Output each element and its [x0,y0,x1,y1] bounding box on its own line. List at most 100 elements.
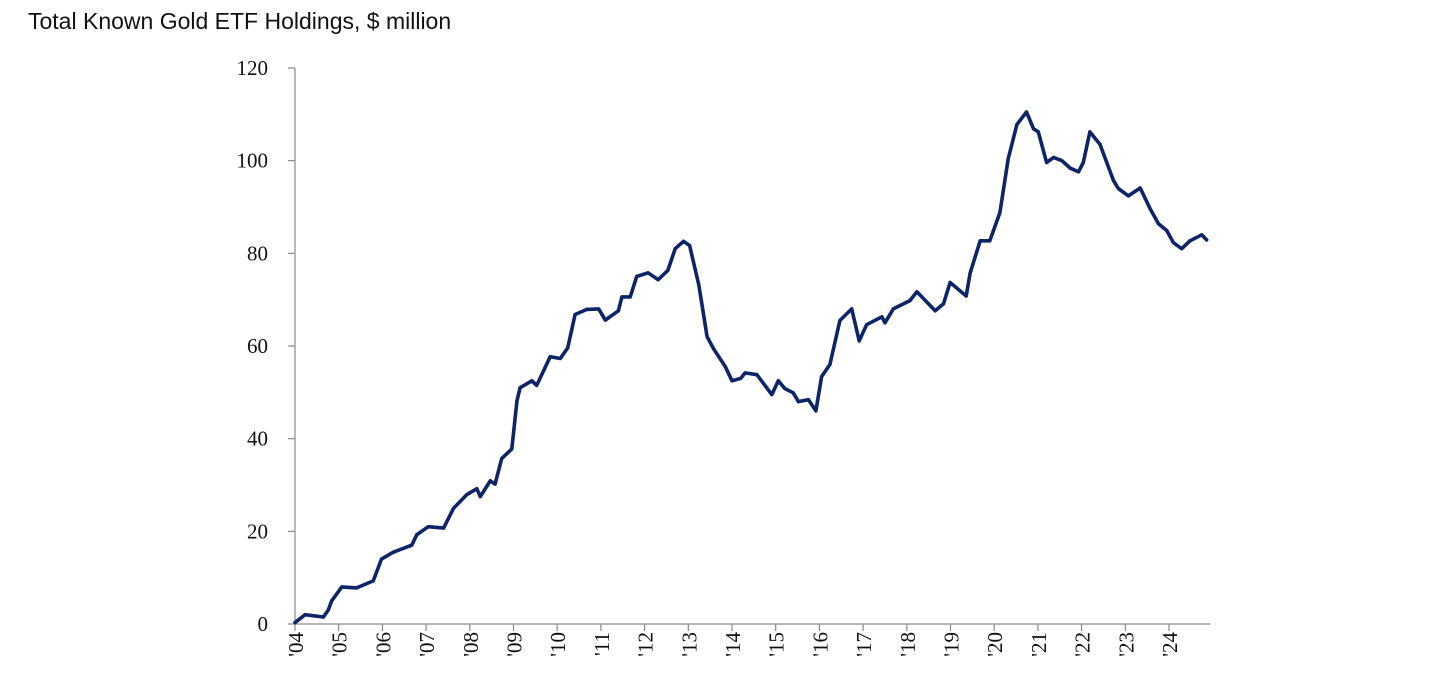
data-point [1060,159,1064,163]
data-point [1031,127,1036,131]
x-tick-label: '17 [852,632,876,657]
data-point [535,383,539,387]
data-point [814,409,818,413]
data-point [493,482,497,486]
data-point [978,239,982,243]
data-point [371,579,375,583]
data-point [452,506,456,510]
data-point [410,543,414,547]
data-point [391,550,395,554]
data-point [530,379,534,383]
data-point [465,493,469,497]
data-point [475,487,479,491]
data-point [948,280,952,285]
x-tick-label: '09 [503,632,527,657]
data-point [585,307,589,311]
x-tick-label: '16 [808,632,832,657]
data-point [783,387,787,391]
data-point [891,307,895,311]
x-tick-label: '05 [328,632,352,657]
data-point [998,210,1002,215]
data-point [933,309,937,313]
data-point [850,307,854,311]
data-point [697,283,701,287]
data-point [510,447,514,451]
x-tick-label: '14 [721,632,745,657]
data-point [1116,186,1120,191]
data-point [791,391,795,395]
data-point [500,456,504,461]
x-tick-label: '12 [634,632,658,657]
data-point [883,321,887,325]
data-point [1006,157,1010,161]
data-point [1126,194,1130,198]
holdings-line [293,110,1209,625]
data-point [355,586,359,590]
data-point [1015,122,1019,127]
x-tick-label: '21 [1027,632,1051,657]
data-point [1076,170,1081,174]
data-point [857,339,861,343]
data-point [964,294,968,298]
data-point [1111,178,1116,183]
data-point [635,274,639,279]
data-point [770,393,774,397]
chart-title: Total Known Gold ETF Holdings, $ million [28,8,452,34]
data-point [616,309,620,313]
x-tick-label: '08 [459,632,483,657]
x-tick-label: '10 [546,632,570,657]
data-point [441,526,446,530]
data-point [1024,110,1029,114]
data-point [819,374,824,379]
y-tick-label: 0 [258,612,269,636]
x-tick-label: '23 [1114,632,1138,657]
data-point [828,362,832,367]
data-point [646,271,650,275]
data-point [1204,238,1209,242]
y-tick-label: 40 [247,427,268,451]
data-point [566,346,570,350]
data-point [488,479,492,483]
data-point [705,335,709,339]
x-tick-label: '22 [1071,632,1095,657]
y-tick-label: 100 [237,149,269,173]
data-point [1171,241,1175,245]
data-point [988,239,992,243]
data-point [656,278,660,282]
data-point [303,613,307,617]
data-point [688,243,692,248]
x-tick-label: '20 [983,632,1007,657]
y-tick-label: 120 [237,56,269,80]
data-point [755,373,759,377]
data-point [1188,239,1192,243]
data-point [1200,233,1204,237]
data-point [426,525,430,529]
data-point [1165,229,1169,233]
data-point [730,379,734,383]
y-tick-label: 60 [247,334,268,358]
data-point [573,312,577,317]
data-point [321,615,326,619]
data-point [1148,207,1152,211]
data-point [1081,160,1085,165]
data-point [968,271,972,275]
data-point [293,621,297,625]
data-point [603,318,607,322]
x-tick-label: '11 [590,632,614,656]
data-point [941,302,946,306]
data-point [548,355,552,359]
x-tick-label: '24 [1158,632,1182,657]
x-tick-label: '18 [896,632,920,657]
data-point [326,608,330,612]
x-tick-label: '07 [415,632,439,657]
data-point [1156,222,1161,226]
y-tick-label: 80 [247,241,268,265]
data-point [558,356,562,361]
data-point [620,295,624,299]
data-point [1045,160,1049,165]
data-point [908,298,912,303]
data-point [1088,130,1092,134]
data-point [776,379,780,383]
data-point [666,268,670,273]
